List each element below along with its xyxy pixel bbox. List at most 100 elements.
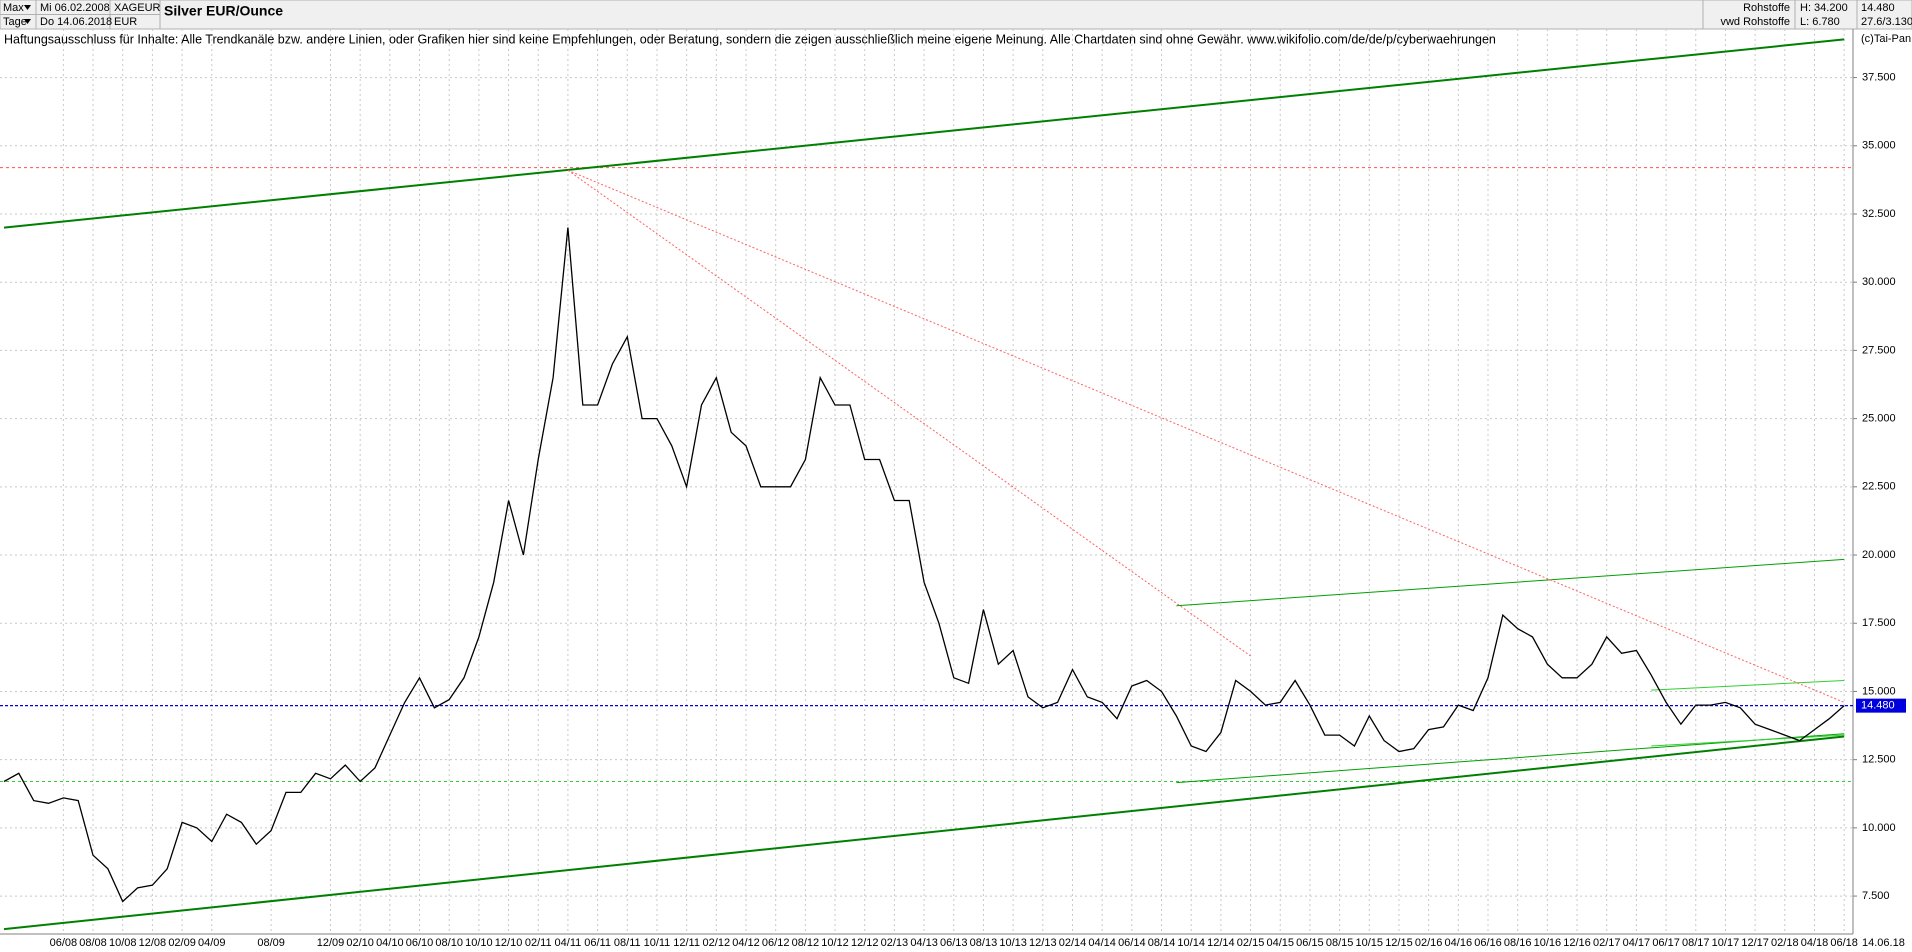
x-tick-label: 10/08 [109, 937, 137, 949]
x-tick-label: 06/15 [1296, 937, 1324, 949]
trend-line [1176, 558, 1845, 607]
x-tick-label: 06/10 [406, 937, 434, 949]
x-tick-label: 04/17 [1623, 937, 1651, 949]
copyright: (c)Tai-Pan [1861, 33, 1911, 45]
last-price-label: 14.480 [1861, 700, 1895, 712]
dropdown-arrow[interactable] [24, 19, 31, 24]
dropdown-arrow[interactable] [24, 5, 31, 10]
y-tick-label: 17.500 [1862, 617, 1896, 629]
symbol: XAGEUR [114, 2, 161, 14]
y-tick-label: 20.000 [1862, 549, 1896, 561]
x-tick-label: 08/10 [435, 937, 463, 949]
period-select[interactable]: Max [3, 2, 24, 14]
x-tick-label: 08/11 [614, 937, 641, 949]
x-tick-label: 08/09 [257, 937, 285, 949]
x-tick-label: 12/17 [1741, 937, 1769, 949]
y-tick-label: 22.500 [1862, 481, 1896, 493]
x-tick-label: 06/08 [50, 937, 78, 949]
x-tick-label: 06/13 [940, 937, 968, 949]
x-tick-label: 12/10 [495, 937, 523, 949]
x-tick-label: 10/15 [1356, 937, 1384, 949]
x-tick-label: 04/16 [1445, 937, 1473, 949]
y-tick-label: 25.000 [1862, 413, 1896, 425]
x-tick-label: 02/17 [1593, 937, 1621, 949]
y-tick-label: 10.000 [1862, 822, 1896, 834]
x-tick-label: 10/12 [821, 937, 849, 949]
x-tick-label: 02/09 [168, 937, 196, 949]
x-tick-label: 12/09 [317, 937, 345, 949]
x-tick-label: 10/13 [999, 937, 1027, 949]
x-tick-label: 12/14 [1207, 937, 1235, 949]
x-tick-label: 02/11 [525, 937, 552, 949]
source: vwd Rohstoffe [1720, 16, 1790, 28]
x-tick-label: 02/16 [1415, 937, 1443, 949]
x-tick-label: 12/12 [851, 937, 879, 949]
x-tick-label: 02/14 [1059, 937, 1087, 949]
disclaimer: Haftungsausschluss für Inhalte: Alle Tre… [4, 32, 1496, 46]
x-tick-label: 04/13 [910, 937, 938, 949]
x-tick-label: 06/16 [1474, 937, 1502, 949]
instrument-title: Silver EUR/Ounce [164, 3, 283, 19]
x-tick-label: 10/11 [644, 937, 671, 949]
trend-line [567, 169, 1845, 703]
x-tick-label: 10/10 [465, 937, 493, 949]
extra-info: 27.6/3.130 [1861, 16, 1912, 28]
x-tick-label: 06/12 [762, 937, 790, 949]
high: H: 34.200 [1800, 2, 1848, 14]
x-tick-label: 04/15 [1266, 937, 1294, 949]
last: 14.480 [1861, 2, 1895, 14]
x-tick-label: 04/14 [1088, 937, 1116, 949]
y-tick-label: 35.000 [1862, 140, 1896, 152]
y-tick-label: 15.000 [1862, 685, 1896, 697]
price-line [3, 227, 1845, 903]
x-tick-label: 08/16 [1504, 937, 1532, 949]
x-tick-label: 12/15 [1385, 937, 1413, 949]
low: L: 6.780 [1800, 16, 1840, 28]
y-tick-label: 32.500 [1862, 208, 1896, 220]
y-tick-label: 30.000 [1862, 276, 1896, 288]
plot-area [0, 29, 1857, 934]
date-to: Do 14.06.2018 [40, 16, 112, 28]
trend-line [1651, 734, 1845, 747]
x-tick-label: 08/08 [79, 937, 107, 949]
trend-line [3, 735, 1845, 931]
x-tick-label: 06/18 [1830, 937, 1858, 949]
x-tick-label: 12/08 [139, 937, 167, 949]
trend-line [3, 38, 1845, 229]
x-tick-label: 08/14 [1148, 937, 1176, 949]
y-tick-label: 27.500 [1862, 344, 1896, 356]
x-tick-label: 06/11 [584, 937, 611, 949]
x-tick-label: 02/13 [881, 937, 909, 949]
x-tick-label: 02/12 [703, 937, 731, 949]
x-tick-label: 10/16 [1534, 937, 1562, 949]
x-tick-label: 06/14 [1118, 937, 1146, 949]
x-tick-label: 06/17 [1652, 937, 1680, 949]
x-tick-label: 10/17 [1712, 937, 1740, 949]
last-price-tag [1856, 698, 1906, 713]
x-tick-label: 02/15 [1237, 937, 1265, 949]
x-tick-label: 02/18 [1771, 937, 1799, 949]
x-tick-label: 04/11 [555, 937, 582, 949]
currency: EUR [114, 16, 137, 28]
trend-line [1651, 680, 1845, 691]
date-from: Mi 06.02.2008 [40, 2, 110, 14]
x-tick-label: 12/13 [1029, 937, 1057, 949]
x-tick-label: 08/15 [1326, 937, 1354, 949]
y-tick-label: 12.500 [1862, 754, 1896, 766]
x-tick-label: 08/12 [792, 937, 820, 949]
x-tick-label: 04/18 [1801, 937, 1829, 949]
x-tick-label: 12/16 [1563, 937, 1591, 949]
header-bar [0, 0, 1912, 30]
x-tick-label: 08/17 [1682, 937, 1710, 949]
end-date: 14.06.18 [1862, 937, 1905, 949]
x-tick-label: 12/11 [673, 937, 700, 949]
x-tick-label: 08/13 [970, 937, 998, 949]
x-tick-label: 10/14 [1177, 937, 1205, 949]
y-tick-label: 37.500 [1862, 71, 1896, 83]
x-tick-label: 02/10 [346, 937, 374, 949]
x-tick-label: 04/10 [376, 937, 404, 949]
x-tick-label: 04/09 [198, 937, 226, 949]
interval-select[interactable]: Tage [3, 16, 27, 28]
